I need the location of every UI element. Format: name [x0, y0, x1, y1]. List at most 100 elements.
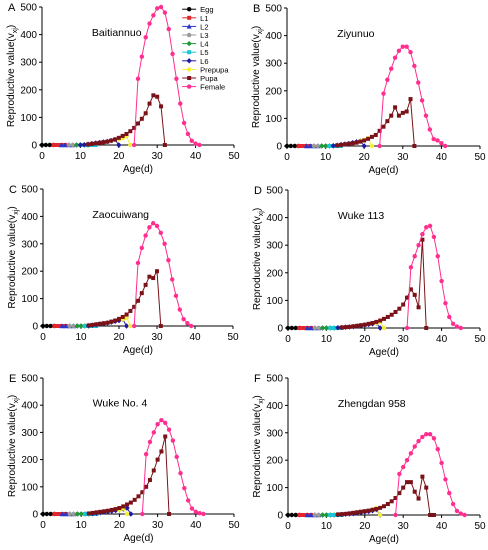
data-point	[109, 138, 114, 143]
panel-letter: D	[254, 185, 262, 197]
data-point	[140, 490, 145, 495]
data-point	[182, 485, 187, 491]
y-tick-label: 500	[21, 374, 38, 385]
legend-item-pupa: Pupa	[182, 74, 219, 83]
data-point	[147, 478, 152, 482]
series-line	[337, 474, 434, 516]
data-point	[132, 497, 137, 502]
data-point	[439, 141, 444, 146]
data-point	[59, 511, 65, 517]
y-tick-label: 400	[266, 401, 283, 412]
y-tick-label: 300	[21, 428, 38, 439]
data-point	[86, 511, 91, 516]
data-point	[381, 124, 386, 129]
x-tick-label: 30	[151, 332, 163, 343]
data-point	[404, 109, 409, 114]
data-point	[113, 318, 118, 323]
data-point	[420, 434, 425, 440]
data-point	[300, 144, 305, 148]
data-point	[351, 324, 356, 329]
data-point	[431, 234, 437, 240]
x-tick-label: 40	[436, 521, 448, 532]
data-point	[124, 505, 130, 511]
data-point	[143, 233, 148, 238]
legend-item-l6: L6	[182, 57, 209, 66]
data-point	[63, 511, 69, 517]
data-point	[163, 420, 168, 426]
data-point	[339, 325, 344, 330]
data-point	[128, 129, 133, 134]
data-point	[143, 35, 148, 40]
series-line	[406, 225, 461, 329]
y-tick-label: 0	[277, 324, 283, 335]
data-point	[136, 494, 141, 499]
data-point	[427, 223, 433, 229]
data-point	[128, 500, 133, 505]
y-tick-label: 200	[20, 85, 37, 96]
data-point	[44, 323, 49, 329]
data-point	[458, 511, 463, 516]
data-point	[351, 510, 356, 515]
data-point	[139, 54, 145, 59]
data-point	[124, 511, 130, 517]
y-axis-label: Reproductive value(vxj)	[252, 395, 265, 497]
data-point	[316, 325, 321, 331]
y-tick-label: 400	[20, 30, 37, 41]
data-point	[393, 105, 398, 110]
data-point	[144, 484, 149, 489]
data-point	[393, 309, 398, 314]
data-point	[155, 269, 159, 274]
data-point	[166, 427, 172, 432]
data-point	[174, 76, 179, 81]
data-point	[67, 323, 72, 329]
x-tick-label: 20	[359, 152, 371, 163]
data-point	[136, 298, 140, 303]
data-point	[312, 512, 318, 518]
data-point	[335, 325, 341, 331]
data-point	[39, 142, 45, 148]
data-point	[94, 322, 99, 327]
data-point	[159, 104, 164, 109]
data-point	[396, 48, 402, 53]
data-point	[147, 21, 152, 26]
data-point	[71, 323, 76, 329]
data-point	[443, 477, 448, 482]
legend-item-egg: Egg	[182, 5, 214, 14]
data-point	[416, 243, 421, 248]
data-point	[116, 142, 122, 148]
data-point	[193, 141, 198, 146]
data-point	[189, 323, 194, 329]
x-tick-label: 0	[284, 152, 290, 163]
data-point	[404, 44, 409, 49]
data-point	[90, 322, 95, 327]
x-tick-label: 0	[285, 334, 291, 345]
data-point	[393, 496, 398, 501]
x-tick-label: 50	[228, 151, 240, 162]
x-tick-label: 50	[228, 520, 240, 531]
data-point	[131, 142, 137, 148]
data-point	[308, 325, 314, 331]
data-point	[109, 507, 114, 512]
data-point	[419, 98, 425, 103]
data-point	[143, 282, 148, 287]
y-tick-label: 300	[266, 241, 283, 252]
data-point	[408, 480, 413, 485]
data-point	[70, 142, 75, 148]
y-axis-label: Reproductive value(vxj)	[7, 395, 20, 497]
y-tick-label: 100	[21, 482, 38, 493]
y-tick-label: 200	[266, 268, 283, 279]
data-point	[105, 320, 110, 325]
x-axis-label: Age(d)	[369, 347, 399, 358]
data-point	[381, 91, 386, 96]
legend-label: L6	[200, 57, 208, 66]
x-tick-label: 0	[39, 151, 45, 162]
y-tick-label: 300	[21, 239, 38, 250]
data-point	[151, 430, 156, 435]
data-point	[401, 302, 406, 307]
x-tick-label: 10	[76, 520, 88, 531]
data-point	[308, 512, 314, 518]
chart-panel-f: 0 100 200 300 400 500 0 10 20 30 40 50 Age(d) Reprodu…	[252, 373, 486, 545]
data-point	[332, 326, 337, 330]
data-point	[189, 138, 194, 144]
